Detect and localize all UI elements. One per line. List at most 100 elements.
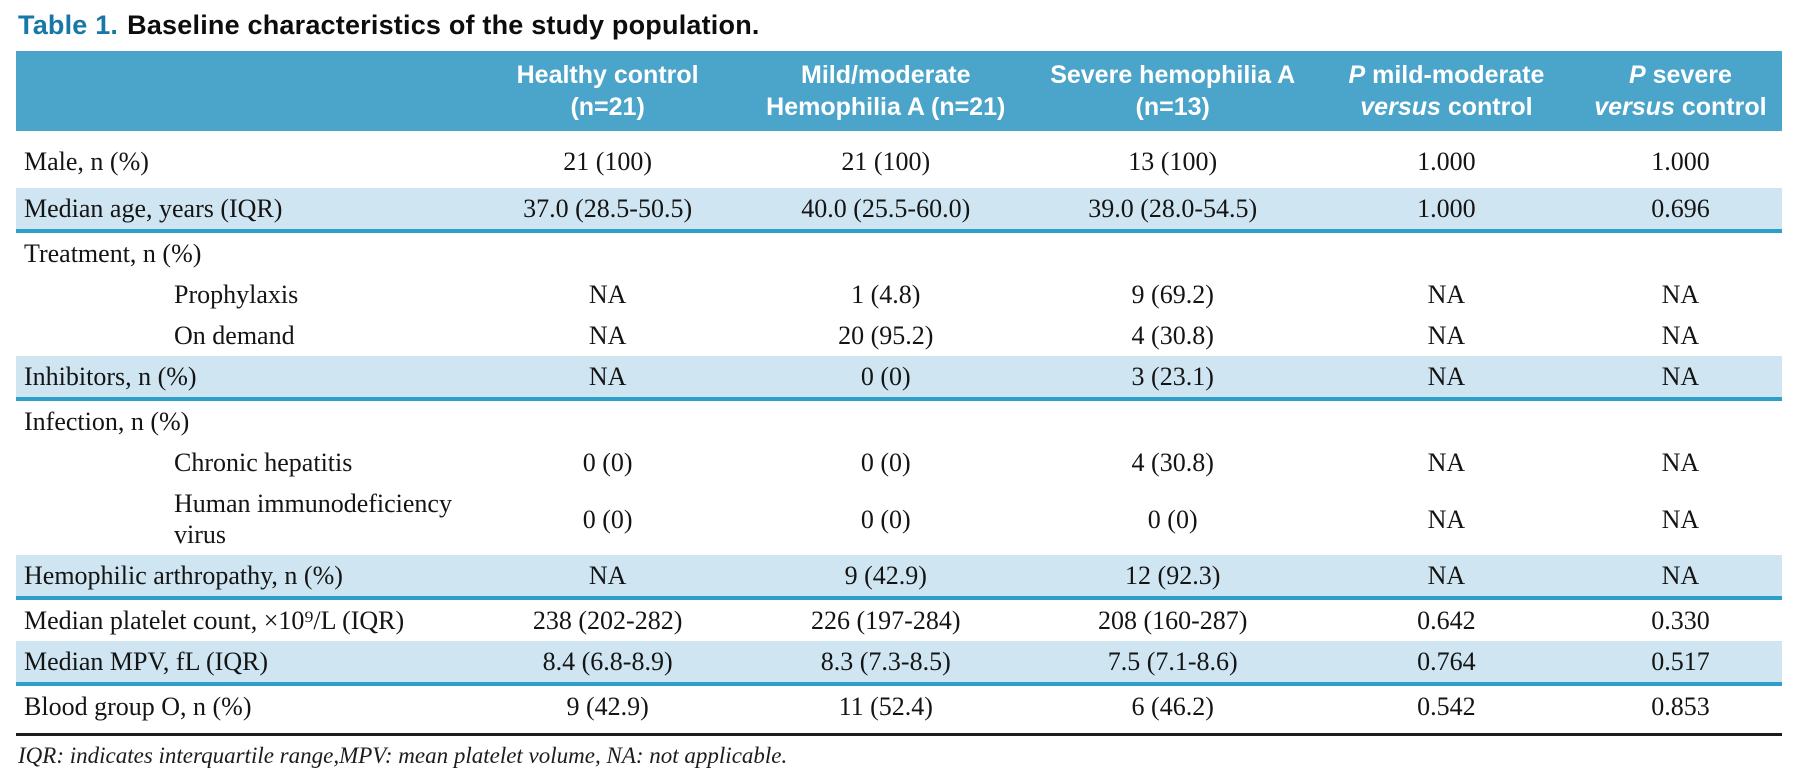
cell-severe: 4 (30.8): [1131, 321, 1214, 350]
table-footnote: IQR: indicates interquartile range,MPV: …: [18, 743, 788, 768]
cell-p-mild-moderate: 1.000: [1417, 147, 1476, 176]
cell-healthy-control: [475, 399, 740, 442]
cell-p-severe: [1579, 231, 1782, 274]
row-label: Prophylaxis: [174, 280, 299, 309]
table-row: Infection, n (%): [16, 399, 1782, 442]
cell-severe: 4 (30.8): [1131, 448, 1214, 477]
header-p-mild-moderate: P mild-moderate versus control: [1313, 51, 1579, 131]
cell-p-severe: 0.696: [1578, 188, 1782, 233]
table-title-text: Baseline characteristics of the study po…: [127, 10, 760, 40]
cell-p-mild-moderate: NA: [1427, 280, 1466, 309]
header-italic: versus: [1360, 93, 1441, 121]
header-text: Hemophilia A (n=21): [766, 93, 1006, 121]
row-label-cell: Inhibitors, n (%): [16, 356, 476, 401]
row-label: Blood group O, n (%): [24, 692, 252, 721]
header-text: control: [1440, 93, 1533, 121]
table-row: Male, n (%) 21 (100) 21 (100) 13 (100) 1…: [16, 131, 1782, 188]
row-label: Human immunodeficiency virus: [174, 489, 452, 549]
table-row: Chronic hepatitis 0 (0) 0 (0) 4 (30.8) N…: [16, 442, 1782, 483]
row-label: Infection, n (%): [24, 407, 190, 436]
table-row: Prophylaxis NA 1 (4.8) 9 (69.2) NA NA: [16, 274, 1782, 315]
header-text: severe: [1645, 61, 1732, 89]
cell-mild-moderate: [740, 399, 1031, 442]
row-label-cell: Infection, n (%): [16, 399, 475, 442]
cell-severe: [1031, 231, 1314, 274]
row-label-cell: Median MPV, fL (IQR): [16, 641, 476, 686]
header-text: (n=21): [570, 93, 645, 121]
row-label-cell: Treatment, n (%): [16, 231, 475, 274]
cell-healthy-control: 0 (0): [582, 504, 633, 534]
cell-healthy-control: 0 (0): [582, 448, 633, 477]
table-row: Hemophilic arthropathy, n (%) NA 9 (42.9…: [16, 555, 1782, 600]
cell-mild-moderate: 40.0 (25.5-60.0): [740, 188, 1032, 233]
baseline-characteristics-table: Healthy control (n=21) Mild/moderate Hem…: [16, 51, 1782, 727]
header-p-severe: P severe versus control: [1578, 51, 1782, 131]
header-severe: Severe hemophilia A (n=13): [1031, 51, 1314, 131]
footnote-divider: IQR: indicates interquartile range,MPV: …: [16, 733, 1782, 769]
row-label-cell: Prophylaxis: [16, 274, 475, 315]
cell-p-severe: 0.330: [1651, 606, 1710, 635]
header-italic: P: [1628, 61, 1646, 89]
cell-mild-moderate: 0 (0): [860, 448, 911, 477]
cell-healthy-control: NA: [475, 555, 741, 600]
header-text: Healthy control: [516, 61, 699, 89]
table-row: Median age, years (IQR) 37.0 (28.5-50.5)…: [16, 188, 1782, 233]
table-row: Median MPV, fL (IQR) 8.4 (6.8-8.9) 8.3 (…: [16, 641, 1782, 686]
row-label-cell: Median platelet count, ×10⁹/L (IQR): [16, 598, 475, 641]
cell-severe: 9 (69.2): [1131, 280, 1214, 309]
table-row: On demand NA 20 (95.2) 4 (30.8) NA NA: [16, 315, 1782, 356]
cell-p-mild-moderate: 1.000: [1313, 188, 1579, 233]
row-label-cell: Human immunodeficiency virus: [16, 483, 475, 555]
cell-p-mild-moderate: [1314, 231, 1579, 274]
cell-healthy-control: 238 (202-282): [532, 606, 683, 635]
cell-severe: 208 (160-287): [1097, 606, 1248, 635]
cell-p-severe: NA: [1578, 555, 1782, 600]
table-title: Table 1. Baseline characteristics of the …: [16, 6, 1784, 51]
cell-p-mild-moderate: NA: [1313, 356, 1579, 401]
header-text: Mild/moderate: [801, 61, 971, 89]
cell-p-mild-moderate: 0.542: [1417, 692, 1476, 721]
cell-healthy-control: 8.4 (6.8-8.9): [475, 641, 741, 686]
cell-p-severe: 0.517: [1578, 641, 1782, 686]
cell-healthy-control: NA: [588, 280, 627, 309]
cell-mild-moderate: 0 (0): [860, 504, 911, 534]
cell-p-mild-moderate: NA: [1313, 555, 1579, 600]
cell-p-severe: [1579, 399, 1782, 442]
row-label: Inhibitors, n (%): [24, 362, 197, 391]
header-italic: versus: [1594, 93, 1675, 121]
cell-mild-moderate: 226 (197-284): [811, 606, 961, 635]
cell-mild-moderate: 9 (42.9): [740, 555, 1032, 600]
cell-p-mild-moderate: NA: [1427, 504, 1466, 534]
table-number: Table 1.: [18, 10, 119, 40]
cell-severe: 12 (92.3): [1031, 555, 1314, 600]
row-label: Median age, years (IQR): [24, 194, 283, 223]
cell-severe: [1031, 399, 1314, 442]
cell-p-severe: NA: [1661, 448, 1700, 477]
cell-mild-moderate: [740, 231, 1031, 274]
row-label-cell: Median age, years (IQR): [16, 188, 476, 233]
cell-mild-moderate: 11 (52.4): [838, 692, 933, 721]
header-text: control: [1674, 93, 1767, 121]
cell-p-severe: NA: [1661, 280, 1700, 309]
cell-p-severe: 1.000: [1651, 147, 1710, 176]
row-label: Median platelet count, ×10⁹/L (IQR): [24, 606, 405, 635]
cell-healthy-control: 9 (42.9): [566, 692, 649, 721]
cell-p-mild-moderate: NA: [1427, 321, 1466, 350]
header-italic: P: [1348, 61, 1366, 89]
header-text: (n=13): [1135, 93, 1210, 121]
row-label: Hemophilic arthropathy, n (%): [24, 561, 343, 590]
table-row: Inhibitors, n (%) NA 0 (0) 3 (23.1) NA N…: [16, 356, 1782, 401]
cell-severe: 7.5 (7.1-8.6): [1031, 641, 1314, 686]
cell-p-severe: NA: [1578, 356, 1782, 401]
cell-p-severe: 0.853: [1651, 692, 1710, 721]
cell-p-severe: NA: [1661, 321, 1700, 350]
cell-severe: 0 (0): [1147, 504, 1198, 534]
header-empty-cell: [16, 51, 476, 131]
cell-healthy-control: 21 (100): [563, 147, 653, 176]
header-text: mild-moderate: [1365, 61, 1545, 89]
cell-healthy-control: 37.0 (28.5-50.5): [475, 188, 741, 233]
row-label-cell: Male, n (%): [16, 131, 475, 188]
cell-severe: 13 (100): [1128, 147, 1218, 176]
cell-p-mild-moderate: NA: [1427, 448, 1466, 477]
